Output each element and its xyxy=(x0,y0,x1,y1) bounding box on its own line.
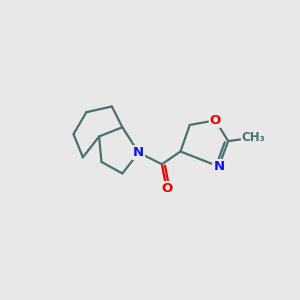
Text: N: N xyxy=(213,160,224,173)
Text: CH₃: CH₃ xyxy=(242,131,266,144)
Text: O: O xyxy=(161,182,172,195)
Text: N: N xyxy=(133,146,144,159)
Text: O: O xyxy=(210,114,221,127)
